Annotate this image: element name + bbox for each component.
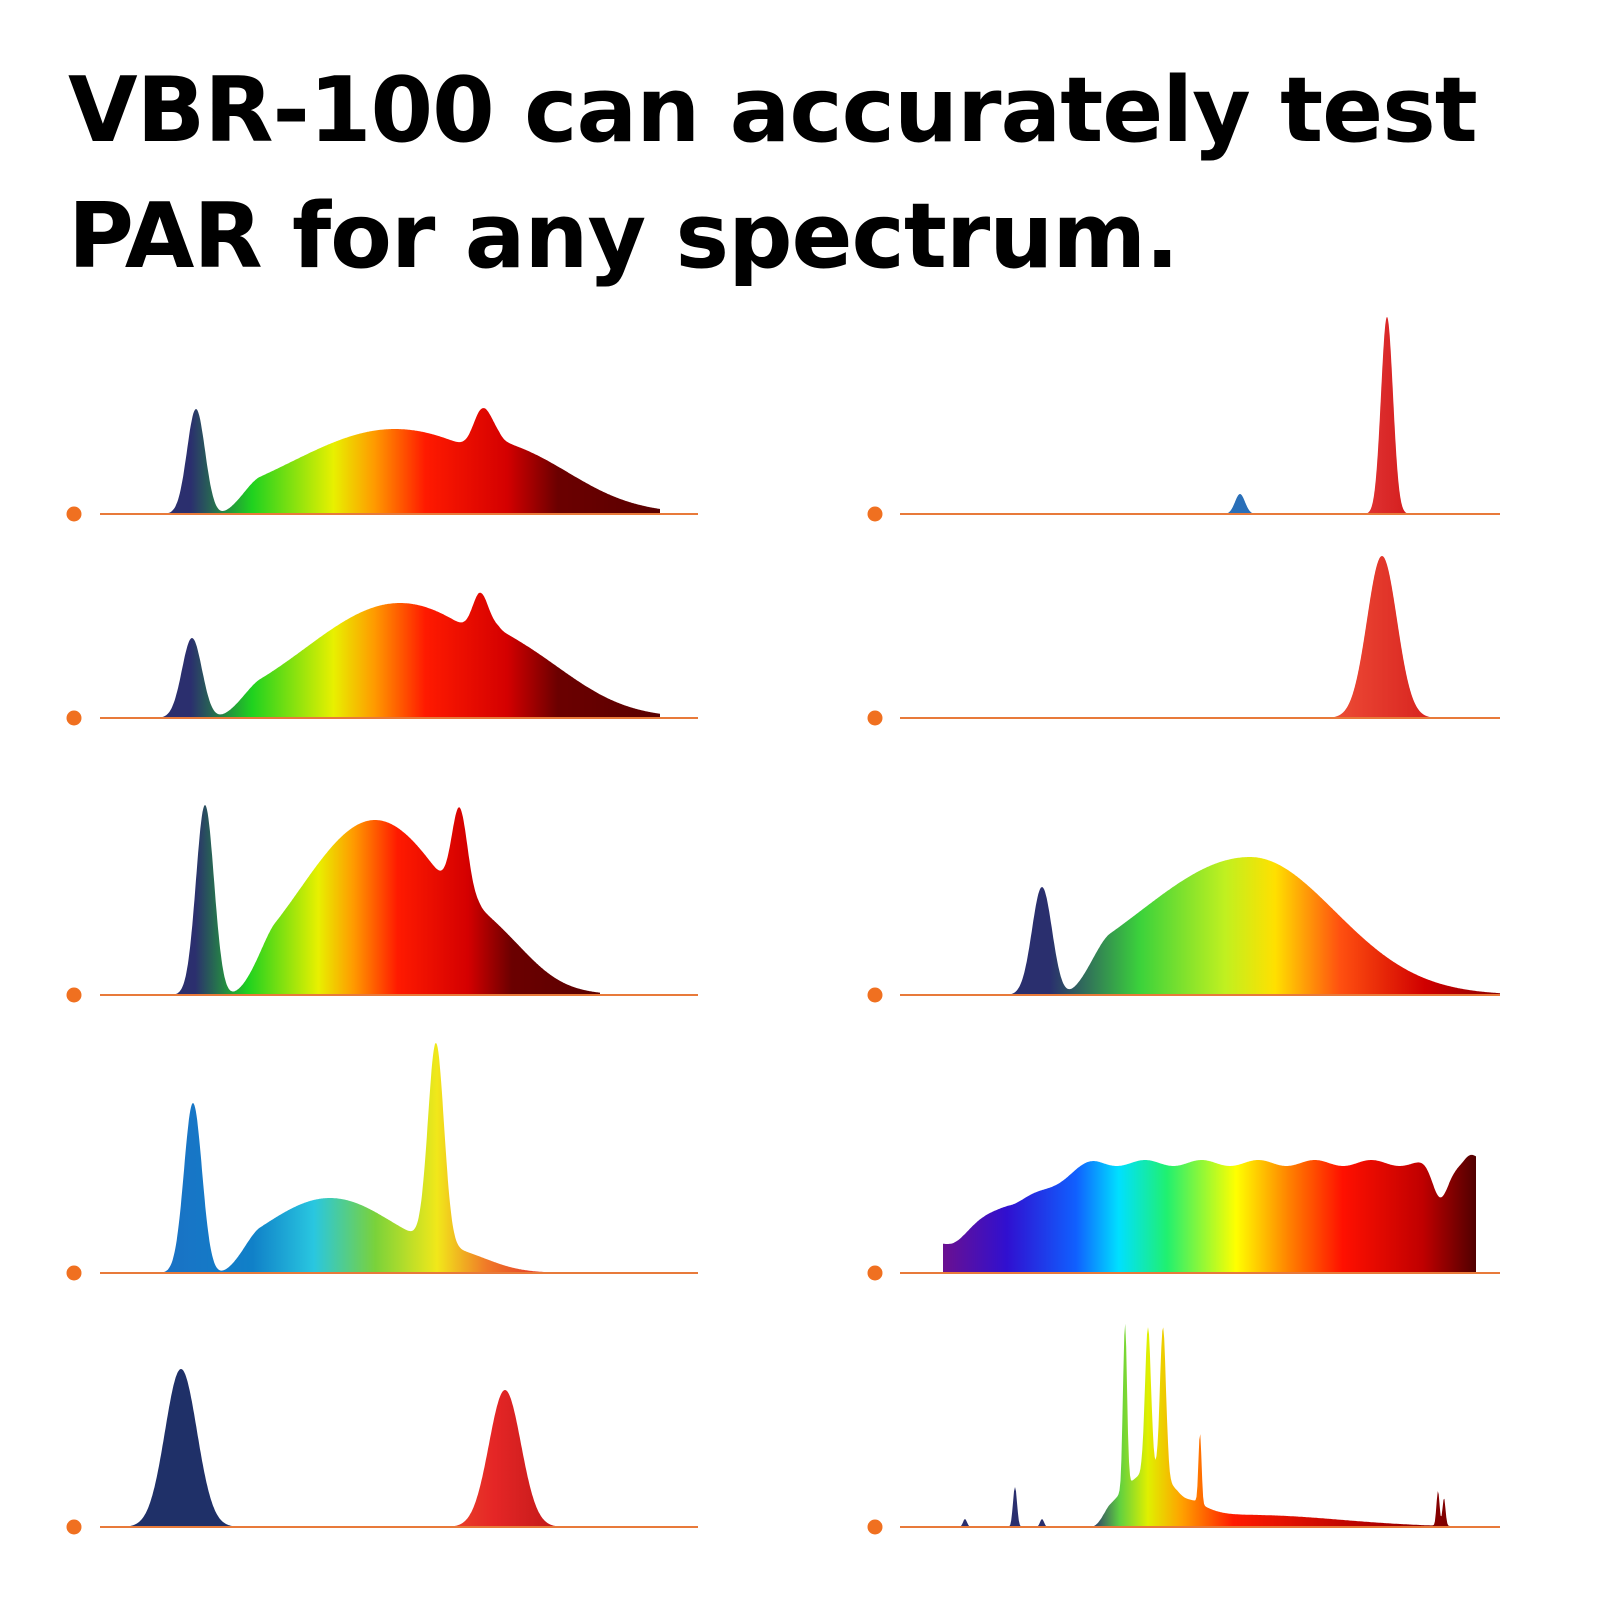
baseline-dot [867, 987, 883, 1003]
spectrum-curve [120, 1369, 560, 1527]
baseline-dot [867, 1519, 883, 1535]
title: VBR-100 can accurately test PAR for any … [68, 58, 1478, 289]
baseline-dot [66, 506, 82, 522]
spectrum-curve [150, 592, 660, 718]
baseline-dot [66, 710, 82, 726]
baseline-dot [66, 1265, 82, 1281]
spectrum-curve [160, 805, 600, 995]
spectrum-curve [943, 1154, 1476, 1273]
spectrum-curve [1000, 857, 1500, 995]
spectrum-curve [1260, 556, 1460, 718]
baseline-dot [867, 506, 883, 522]
baseline-dot [867, 710, 883, 726]
spectrum-curve [1220, 317, 1420, 514]
baseline-dot [66, 987, 82, 1003]
spectrum-curve [150, 408, 660, 514]
baseline-dot [66, 1519, 82, 1535]
spectrum-curve [150, 1043, 560, 1273]
spectrum-curve [920, 1323, 1490, 1527]
baseline-dot [867, 1265, 883, 1281]
